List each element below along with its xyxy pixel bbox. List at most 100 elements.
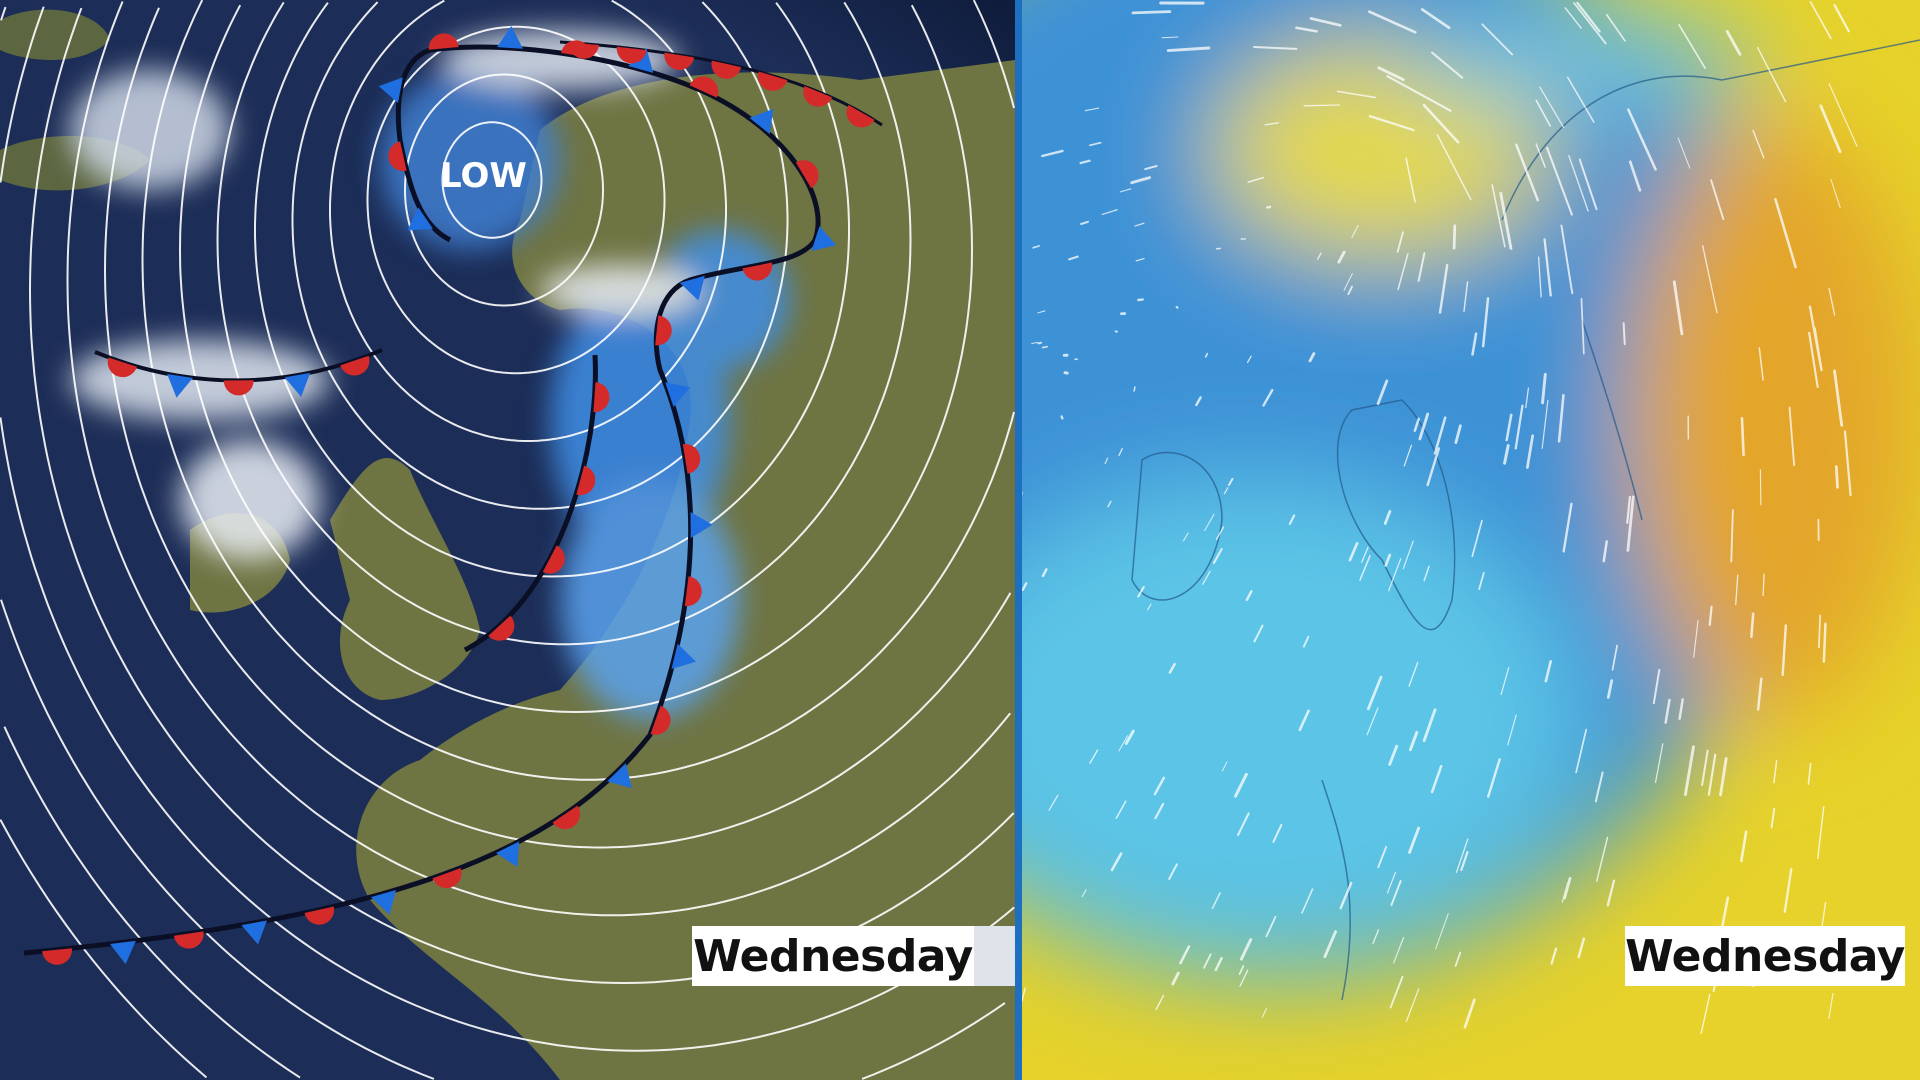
wind-arrow [1702, 245, 1718, 314]
wind-arrow [1389, 975, 1404, 1009]
wind-arrow [1262, 388, 1274, 407]
wind-arrow [1605, 13, 1626, 42]
isobar [0, 6, 1015, 1052]
wind-arrow [1041, 149, 1064, 158]
wind-arrow [1807, 762, 1812, 786]
wind-arrow [1195, 396, 1202, 407]
wind-arrow [1308, 352, 1316, 363]
warm-front-semicircle [432, 867, 462, 889]
wind-arrow [1032, 245, 1041, 249]
wind-map [1022, 0, 1920, 1080]
wind-arrow [1081, 889, 1087, 898]
wind-arrow [1770, 807, 1776, 829]
wind-arrow [1135, 257, 1145, 262]
wind-arrow [1101, 209, 1118, 216]
warm-front-semicircle [846, 105, 875, 128]
cold-front-triangle [370, 889, 396, 915]
wind-arrow [1171, 971, 1180, 986]
wind-arrow [1550, 947, 1558, 965]
isobar [216, 1, 912, 646]
wind-arrow [1719, 757, 1728, 797]
wind-arrow [1115, 800, 1127, 819]
wind-arrow [1762, 573, 1765, 597]
warm-front-semicircle [223, 380, 254, 396]
wind-arrow [1537, 256, 1542, 298]
warm-front-semicircle [42, 948, 72, 965]
occluded-cold-front [23, 44, 821, 956]
wind-arrow [1144, 164, 1158, 171]
cold-front-triangle [284, 372, 311, 397]
cold-front-secondary [463, 354, 598, 653]
wind-arrow [1700, 993, 1711, 1034]
wind-arrow [1828, 992, 1834, 1020]
wind-arrow [1084, 107, 1100, 112]
wind-arrow [1396, 231, 1404, 253]
wind-arrow [1710, 179, 1725, 220]
wind-arrow [1460, 851, 1469, 872]
wind-arrow [1677, 137, 1691, 169]
wind-arrow [1491, 184, 1506, 248]
wind-arrow [1153, 776, 1166, 796]
wind-arrow [1408, 826, 1421, 854]
wind-arrow [1068, 255, 1079, 261]
wind-arrow [1752, 129, 1765, 159]
wind-arrow [1833, 4, 1850, 33]
wind-arrow [1576, 1, 1601, 33]
isobar [141, 0, 1015, 781]
wind-arrow [1664, 698, 1671, 724]
wind-arrow [1628, 160, 1642, 192]
wind-arrow [1503, 444, 1510, 465]
wind-arrow [1568, 154, 1589, 212]
cold-front-triangle [495, 841, 520, 867]
cold-front-triangle [690, 512, 713, 538]
wind-arrow [1131, 10, 1172, 15]
wind-arrow [1436, 134, 1472, 201]
warm-front-semicircle [684, 576, 702, 607]
wind-arrow [1022, 582, 1028, 591]
wind-arrow [1386, 75, 1452, 112]
wind-arrow [1405, 157, 1416, 203]
wind-arrow [1372, 929, 1380, 945]
wind-arrow [1627, 108, 1657, 171]
wind-arrow [1368, 10, 1417, 34]
wind-arrow [1037, 310, 1046, 314]
wind-arrow [1561, 882, 1569, 903]
wind-arrow [1339, 881, 1353, 910]
wind-arrow [1678, 698, 1684, 720]
wind-arrow [1359, 555, 1371, 581]
warm-front-semicircle [568, 42, 599, 59]
wind-arrow [1309, 17, 1342, 27]
wind-arrow [1606, 879, 1616, 907]
wind-arrow [1678, 23, 1706, 69]
warm-front-semicircle [542, 545, 565, 574]
warm-front-semicircle [655, 315, 672, 346]
wind-arrow [1830, 178, 1841, 209]
wind-arrow [1376, 379, 1389, 406]
wind-arrow [1756, 46, 1787, 103]
warm-front-semicircle [803, 86, 833, 107]
wind-arrow [1337, 250, 1346, 264]
wind-arrow [1336, 90, 1377, 99]
wind-arrow [1611, 644, 1618, 671]
wind-arrow [1828, 83, 1858, 147]
wind-arrow [1253, 45, 1298, 50]
day-label: Wednesday [692, 926, 974, 986]
wind-arrow [1535, 99, 1552, 127]
wind-arrow [1202, 570, 1211, 585]
wind-arrow [1557, 394, 1565, 443]
wind-arrow [1788, 406, 1796, 466]
wind-arrow [1236, 812, 1250, 837]
front-symbols [42, 25, 875, 965]
wind-arrow [1037, 341, 1043, 345]
wind-arrow [1348, 541, 1359, 562]
wind-arrow [1535, 143, 1546, 168]
wind-arrow [1430, 764, 1443, 794]
wind-arrow [1808, 331, 1819, 388]
cold-front-triangle [110, 940, 136, 965]
wind-arrow [1295, 26, 1318, 33]
wind-arrow [1377, 66, 1405, 82]
wind-arrow [1377, 845, 1388, 869]
wind-arrow [1154, 802, 1165, 820]
warm-front-semicircle [689, 76, 719, 98]
